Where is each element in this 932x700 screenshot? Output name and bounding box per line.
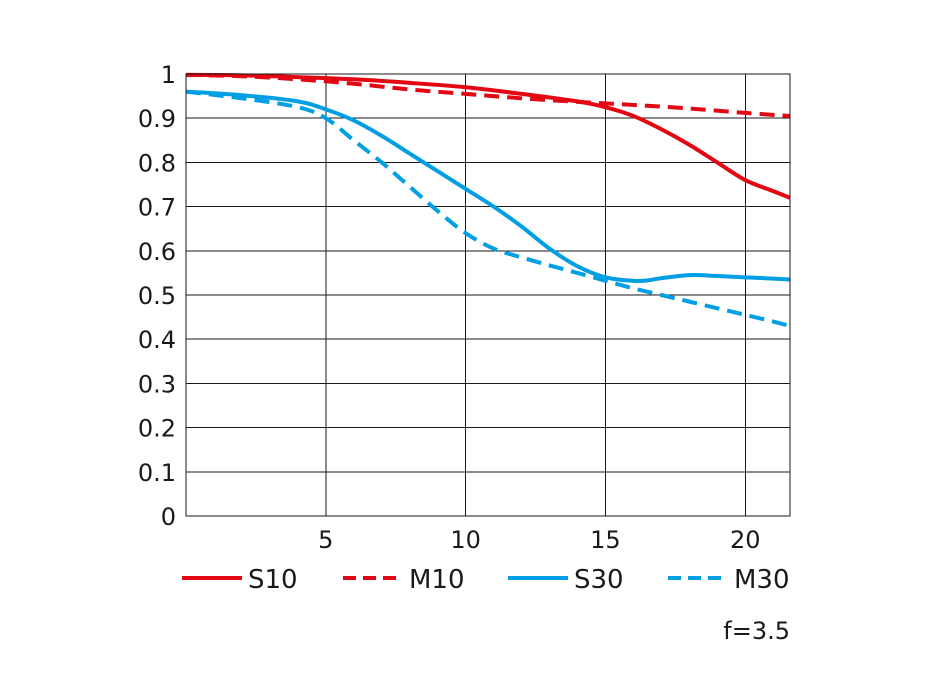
aperture-annotation: f=3.5 [723,617,790,645]
y-tick-label: 0.6 [138,238,176,266]
series-lines [185,72,791,328]
plot-frame [185,73,791,517]
grid-lines [186,73,790,517]
x-tick-label: 20 [730,526,761,554]
y-tick-label: 0.3 [138,370,176,398]
series-line-s10 [185,72,791,200]
legend-label-m30: M30 [734,565,790,595]
x-tick-label: 10 [450,526,481,554]
legend-label-m10: M10 [409,565,465,595]
series-line-s30 [185,89,791,284]
y-tick-label: 0.9 [138,105,176,133]
legend-label-s30: S30 [574,565,624,595]
x-tick-label: 15 [590,526,621,554]
y-tick-label: 0.4 [138,326,176,354]
y-tick-labels: 0 0.1 0.2 0.3 0.4 0.5 0.6 0.7 0.8 0.9 1 [138,61,176,531]
x-tick-label: 5 [318,526,333,554]
y-tick-label: 1 [161,61,176,89]
y-tick-label: 0.7 [138,194,176,222]
legend-label-s10: S10 [248,565,298,595]
y-tick-label: 0.5 [138,282,176,310]
x-tick-labels: 5 10 15 20 [318,526,760,554]
y-tick-label: 0.1 [138,459,176,487]
series-line-m10 [185,72,791,118]
y-tick-label: 0.8 [138,149,176,177]
y-tick-label: 0 [161,503,176,531]
y-tick-label: 0.2 [138,415,176,443]
series-line-m30 [185,89,791,328]
legend: S10 M10 S30 M30 [182,565,790,595]
